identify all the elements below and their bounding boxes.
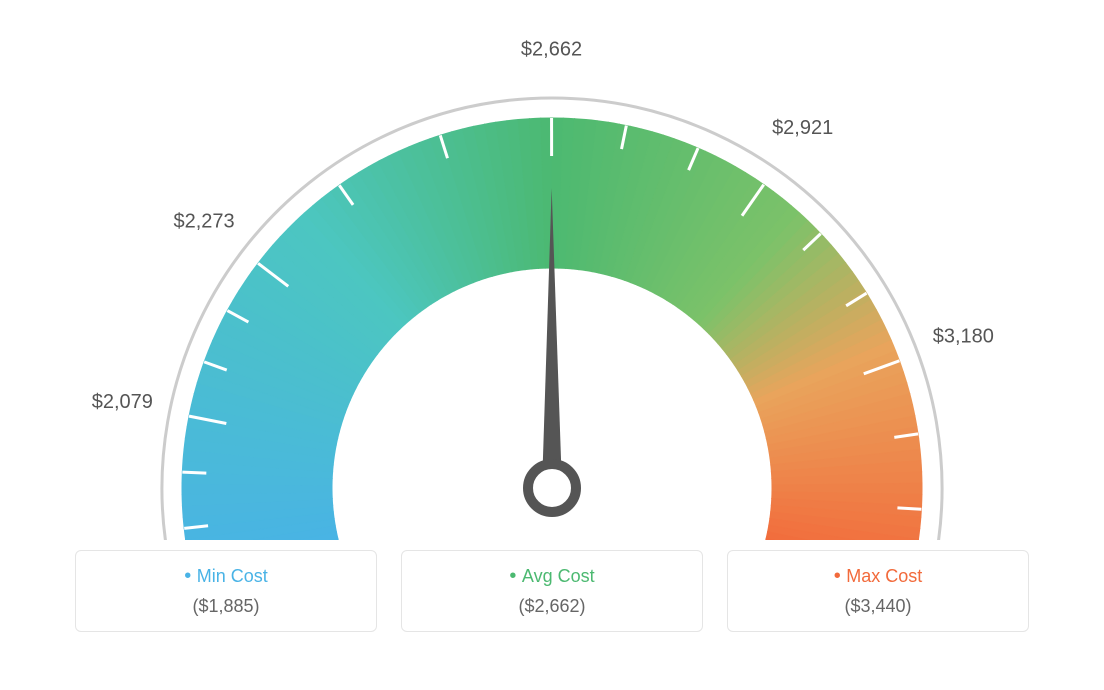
gauge-tick-label: $2,079	[92, 391, 153, 413]
max-cost-value: ($3,440)	[728, 596, 1028, 617]
max-cost-card: Max Cost ($3,440)	[727, 550, 1029, 632]
min-cost-label: Min Cost	[76, 565, 376, 588]
cost-gauge: $1,885$2,079$2,273$2,662$2,921$3,180$3,4…	[60, 20, 1044, 540]
gauge-tick-label: $3,180	[933, 326, 994, 348]
max-cost-label: Max Cost	[728, 565, 1028, 588]
min-cost-value: ($1,885)	[76, 596, 376, 617]
avg-cost-label: Avg Cost	[402, 565, 702, 588]
gauge-tick-label: $2,273	[173, 210, 234, 232]
cost-summary-cards: Min Cost ($1,885) Avg Cost ($2,662) Max …	[60, 550, 1044, 632]
gauge-tick-label: $2,921	[772, 117, 833, 139]
gauge-tick-label: $2,662	[521, 38, 582, 60]
min-cost-card: Min Cost ($1,885)	[75, 550, 377, 632]
avg-cost-value: ($2,662)	[402, 596, 702, 617]
avg-cost-card: Avg Cost ($2,662)	[401, 550, 703, 632]
